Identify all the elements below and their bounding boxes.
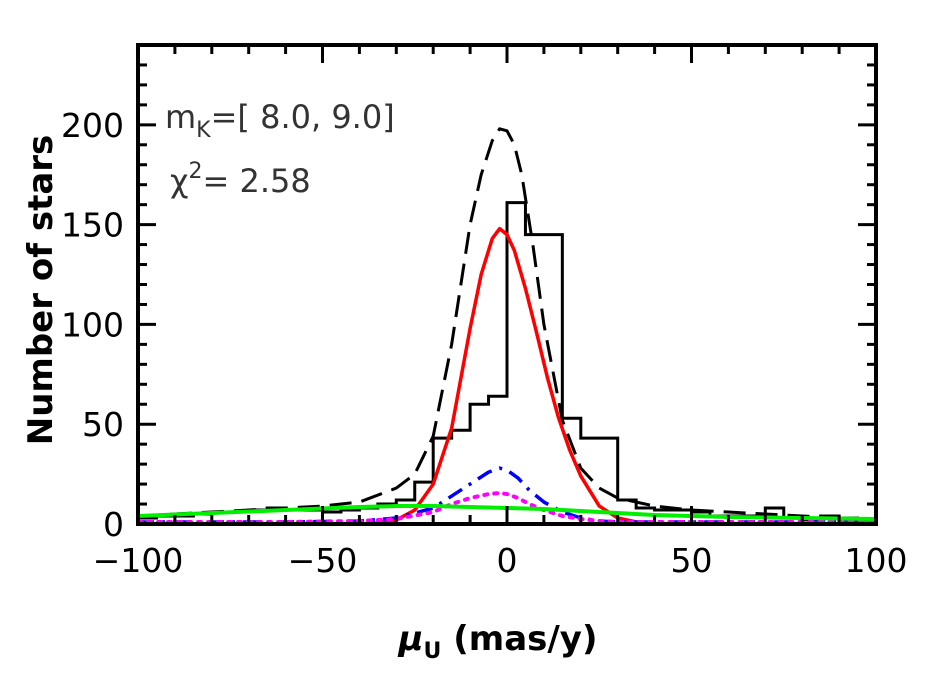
magenta-component-curve (138, 491, 876, 524)
chi-squared-annotation: χ2= 2.58 (170, 159, 311, 200)
x-tick-label: 0 (497, 541, 518, 580)
annotation-range: =[ 8.0, 9.0] (211, 98, 395, 136)
red-component-curve (359, 226, 655, 524)
blue-component-curve (138, 466, 876, 524)
y-axis-label: Number of stars (21, 135, 61, 446)
x-tick-label: −100 (93, 541, 184, 580)
x-axis-label-symbol: μ (397, 619, 423, 659)
annotation-chi-superscript: 2 (188, 159, 202, 184)
x-tick-label: 50 (671, 541, 713, 580)
ticks (136, 43, 878, 526)
y-tick-label: 0 (103, 505, 124, 544)
x-axis-label-unit: (mas/y) (441, 619, 597, 659)
y-tick-label: 150 (61, 206, 124, 245)
annotation-k-subscript: K (196, 118, 211, 143)
x-tick-label: −50 (288, 541, 358, 580)
histogram (138, 201, 876, 522)
annotation-m: m (165, 98, 196, 136)
annotation-chi: χ (170, 162, 188, 200)
magnitude-range-annotation: mK=[ 8.0, 9.0] (165, 98, 395, 143)
tick-labels: −100 −50 0 50 100 0 50 100 150 200 (61, 106, 908, 580)
y-tick-label: 50 (82, 405, 124, 444)
x-axis-label-subscript: U (424, 639, 442, 664)
annotation-chi-value: = 2.58 (202, 162, 310, 200)
x-axis-label: μU (mas/y) (397, 619, 597, 664)
x-tick-label: 100 (845, 541, 908, 580)
y-tick-label: 200 (61, 106, 124, 145)
y-tick-label: 100 (61, 305, 124, 344)
total-model-curve (138, 127, 876, 522)
